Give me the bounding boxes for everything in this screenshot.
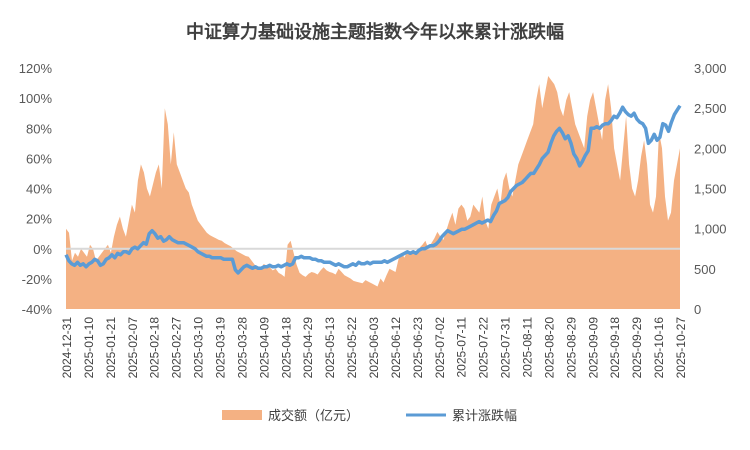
x-tick-label: 2025-02-18 bbox=[148, 317, 162, 379]
x-tick-label: 2025-10-27 bbox=[674, 317, 688, 379]
x-tick-label: 2025-02-27 bbox=[170, 317, 184, 379]
legend-label-cumulative: 累计涨跌幅 bbox=[452, 408, 517, 424]
y-left-tick-label: 0% bbox=[33, 242, 52, 257]
y-right-tick-label: 1,500 bbox=[694, 182, 727, 197]
x-axis: 2024-12-31 2025-01-10 2025-01-21 2025-02-07… bbox=[60, 317, 688, 379]
y-right-axis: 3,000 2,500 2,000 1,500 1,000 500 0 bbox=[694, 61, 727, 317]
x-tick-label: 2025-03-10 bbox=[192, 317, 206, 379]
x-tick-label: 2025-03-19 bbox=[214, 317, 228, 379]
y-left-tick-label: -20% bbox=[22, 272, 53, 287]
y-right-tick-label: 2,500 bbox=[694, 101, 727, 116]
x-tick-label: 2025-03-28 bbox=[235, 317, 249, 379]
x-tick-label: 2025-06-03 bbox=[367, 317, 381, 379]
y-left-axis: 120% 100% 80% 60% 40% 20% 0% -20% -40% bbox=[19, 61, 53, 317]
y-right-tick-label: 500 bbox=[694, 262, 716, 277]
x-tick-label: 2025-07-11 bbox=[455, 317, 469, 378]
y-left-tick-label: 120% bbox=[19, 61, 53, 76]
x-tick-label: 2025-07-22 bbox=[477, 317, 491, 379]
x-tick-label: 2025-09-18 bbox=[608, 317, 622, 379]
x-tick-label: 2025-07-02 bbox=[433, 317, 447, 379]
y-left-tick-label: 40% bbox=[26, 182, 52, 197]
legend: 成交额（亿元） 累计涨跌幅 bbox=[222, 408, 517, 424]
x-tick-label: 2025-09-09 bbox=[586, 317, 600, 379]
cumulative-line-series bbox=[64, 104, 682, 275]
legend-label-volume: 成交额（亿元） bbox=[268, 408, 359, 424]
x-tick-label: 2025-08-20 bbox=[542, 317, 556, 379]
x-tick-label: 2025-08-11 bbox=[521, 317, 535, 378]
x-tick-label: 2025-10-16 bbox=[652, 317, 666, 379]
x-tick-label: 2025-06-12 bbox=[389, 317, 403, 379]
x-tick-label: 2025-09-29 bbox=[630, 317, 644, 379]
legend-swatch-volume bbox=[222, 410, 262, 420]
y-left-tick-label: 80% bbox=[26, 121, 52, 136]
y-right-tick-label: 1,000 bbox=[694, 222, 727, 237]
x-tick-label: 2025-01-10 bbox=[82, 317, 96, 379]
chart-title: 中证算力基础设施主题指数今年以来累计涨跌幅 bbox=[186, 21, 564, 43]
x-tick-label: 2025-04-29 bbox=[301, 317, 315, 379]
x-tick-label: 2025-02-07 bbox=[126, 317, 140, 379]
x-tick-label: 2025-01-21 bbox=[104, 317, 118, 379]
x-tick-label: 2025-05-22 bbox=[345, 317, 359, 379]
plot-area bbox=[64, 76, 682, 309]
x-tick-label: 2025-07-31 bbox=[499, 317, 513, 379]
x-tick-label: 2025-08-29 bbox=[564, 317, 578, 379]
x-tick-label: 2025-06-23 bbox=[411, 317, 425, 379]
x-tick-label: 2025-04-18 bbox=[279, 317, 293, 379]
y-left-tick-label: -40% bbox=[22, 302, 53, 317]
y-right-tick-label: 2,000 bbox=[694, 141, 727, 156]
y-left-tick-label: 100% bbox=[19, 91, 53, 106]
y-left-tick-label: 60% bbox=[26, 151, 52, 166]
y-right-tick-label: 0 bbox=[694, 302, 701, 317]
y-left-tick-label: 20% bbox=[26, 212, 52, 227]
x-tick-label: 2024-12-31 bbox=[60, 317, 74, 379]
volume-area-series bbox=[66, 76, 680, 309]
x-tick-label: 2025-04-09 bbox=[257, 317, 271, 379]
x-tick-label: 2025-05-13 bbox=[323, 317, 337, 379]
y-right-tick-label: 3,000 bbox=[694, 61, 727, 76]
